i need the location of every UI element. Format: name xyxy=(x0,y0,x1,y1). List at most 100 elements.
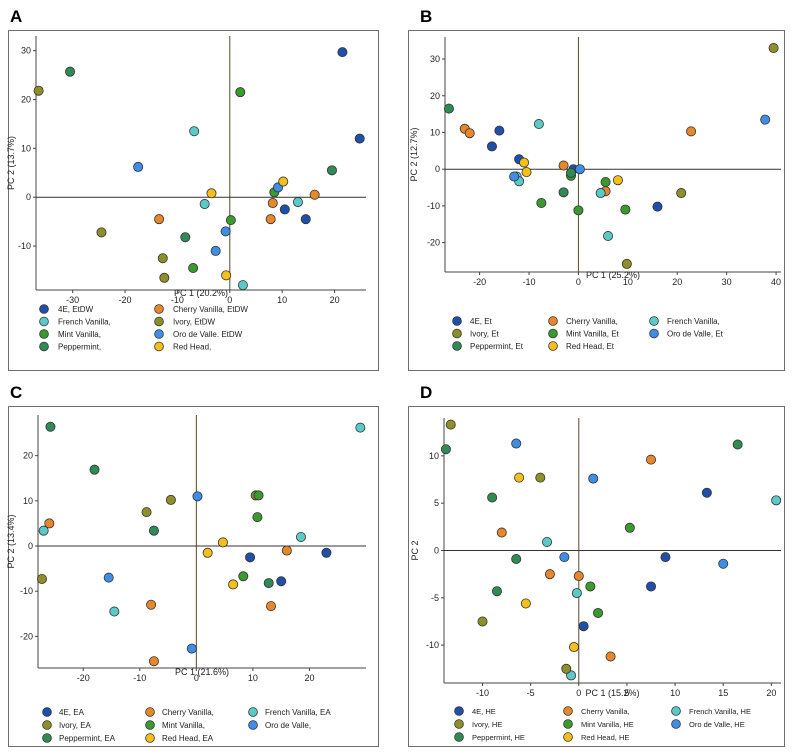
data-point-cherry-vanilla xyxy=(267,198,278,209)
data-point-mint-vanilla xyxy=(593,607,604,618)
data-point-cherry-vanilla xyxy=(44,518,55,529)
data-point-mint-vanilla xyxy=(600,177,611,188)
data-point-mint-vanilla xyxy=(585,581,596,592)
legend-label: Oro de Valle, xyxy=(265,721,311,730)
data-point-oro-de-valle xyxy=(574,164,585,175)
data-point-ivory xyxy=(141,507,152,518)
data-point-peppermint xyxy=(45,421,56,432)
legend-marker xyxy=(39,329,49,339)
legend-marker xyxy=(145,707,155,717)
data-point-oro-de-valle xyxy=(509,171,520,182)
data-point-oro-de-valle xyxy=(186,643,197,654)
data-point-ivory xyxy=(477,616,488,627)
data-point-mint-vanilla xyxy=(536,197,547,208)
data-point-oro-de-valle xyxy=(103,572,114,583)
legend-label: Mint Vanilla, xyxy=(58,330,101,339)
y-tick-label: 10 xyxy=(430,127,440,137)
y-tick-label: -10 xyxy=(18,241,31,251)
data-point-mint-vanilla xyxy=(624,522,635,533)
data-point-red-head xyxy=(217,537,228,548)
y-tick-label: -10 xyxy=(426,640,439,650)
data-point-red-head xyxy=(206,188,217,199)
legend-label: Peppermint, EA xyxy=(59,734,116,743)
legend-label: 4E, EtDW xyxy=(58,305,94,314)
data-point-red-head xyxy=(521,167,532,178)
legend-marker xyxy=(39,341,49,352)
data-point-ivory xyxy=(157,253,168,264)
y-tick-label: 10 xyxy=(21,143,31,153)
legend-marker xyxy=(154,316,164,327)
x-tick-label: -20 xyxy=(119,295,132,305)
legend-marker xyxy=(452,328,462,339)
x-tick-label: 30 xyxy=(722,277,732,287)
y-tick-label: 0 xyxy=(26,192,31,202)
legend-label: Mint Vanilla, Et xyxy=(566,330,620,339)
data-point-french-vanilla xyxy=(542,536,553,547)
data-point-4e xyxy=(279,204,290,215)
data-point-oro-de-valle xyxy=(588,473,599,484)
legend-marker xyxy=(452,341,462,351)
x-tick-label: 0 xyxy=(194,673,199,683)
x-tick-label: 40 xyxy=(771,277,781,287)
data-point-cherry-vanilla xyxy=(573,571,584,582)
data-point-red-head xyxy=(278,176,289,187)
x-tick-label: 10 xyxy=(277,295,287,305)
y-tick-label: -5 xyxy=(431,593,439,603)
x-tick-label: 20 xyxy=(672,277,682,287)
legend-label: Oro de Valle, Et xyxy=(667,330,724,339)
data-point-cherry-vanilla xyxy=(464,128,475,139)
data-point-4e xyxy=(701,487,712,498)
data-point-red-head xyxy=(228,579,239,590)
data-point-french-vanilla xyxy=(355,422,366,433)
data-point-ivory xyxy=(159,272,170,283)
x-tick-label: -20 xyxy=(77,673,90,683)
legend-marker xyxy=(563,706,573,716)
data-point-4e xyxy=(337,47,348,58)
legend-marker xyxy=(248,720,258,730)
x-tick-label: 10 xyxy=(248,673,258,683)
data-point-cherry-vanilla xyxy=(605,651,616,662)
legend-label: Ivory, HE xyxy=(472,720,502,729)
data-point-4e xyxy=(652,201,663,212)
data-point-mint-vanilla xyxy=(238,571,249,582)
legend-label: Cherry Vanilla, xyxy=(162,708,214,717)
data-point-oro-de-valle xyxy=(192,491,203,502)
legend-label: Ivory, Et xyxy=(470,330,500,339)
x-tick-label: 10 xyxy=(670,688,680,698)
legend-marker xyxy=(563,732,573,742)
x-axis-label: PC 1 (20.2%) xyxy=(174,288,228,298)
y-axis-label: PC 2 (13.7%) xyxy=(6,136,16,190)
data-point-peppermint xyxy=(65,66,76,77)
legend-label: French Vanilla, HE xyxy=(689,707,751,716)
data-point-peppermint xyxy=(148,525,159,536)
data-point-mint-vanilla xyxy=(253,490,264,501)
panel-letter: D xyxy=(420,383,432,402)
panel-letter: B xyxy=(420,7,432,26)
x-axis-label: PC 1 (21.6%) xyxy=(175,667,229,677)
x-tick-label: 5 xyxy=(624,688,629,698)
legend-marker xyxy=(42,733,52,743)
data-point-french-vanilla xyxy=(295,531,306,542)
panel-a-frame xyxy=(8,30,379,371)
data-point-ivory xyxy=(36,573,47,584)
data-point-4e xyxy=(486,141,497,152)
legend-label: 4E, EA xyxy=(59,708,85,717)
data-point-oro-de-valle xyxy=(718,558,729,569)
panel-d-frame xyxy=(408,406,785,747)
data-point-cherry-vanilla xyxy=(558,160,569,171)
data-point-ivory xyxy=(676,188,687,199)
panel-a: A -30 -20 -10 0 10 20 -10 0 10 20 30 PC 1 (20.2%) PC … xyxy=(6,7,379,371)
legend-label: Oro de Valle, HE xyxy=(689,720,745,729)
x-tick-label: 20 xyxy=(304,673,314,683)
y-tick-label: 0 xyxy=(435,164,440,174)
x-tick-label: 0 xyxy=(576,688,581,698)
data-point-cherry-vanilla xyxy=(154,214,165,225)
x-tick-label: -20 xyxy=(473,277,486,287)
panel-c-frame xyxy=(8,406,379,747)
legend-marker xyxy=(42,720,52,730)
x-axis-label: PC 1 (15.2%) xyxy=(585,688,639,698)
data-point-ivory xyxy=(561,663,572,674)
data-point-cherry-vanilla xyxy=(265,601,276,612)
y-tick-label: 10 xyxy=(23,496,33,506)
data-point-ivory xyxy=(165,494,176,505)
